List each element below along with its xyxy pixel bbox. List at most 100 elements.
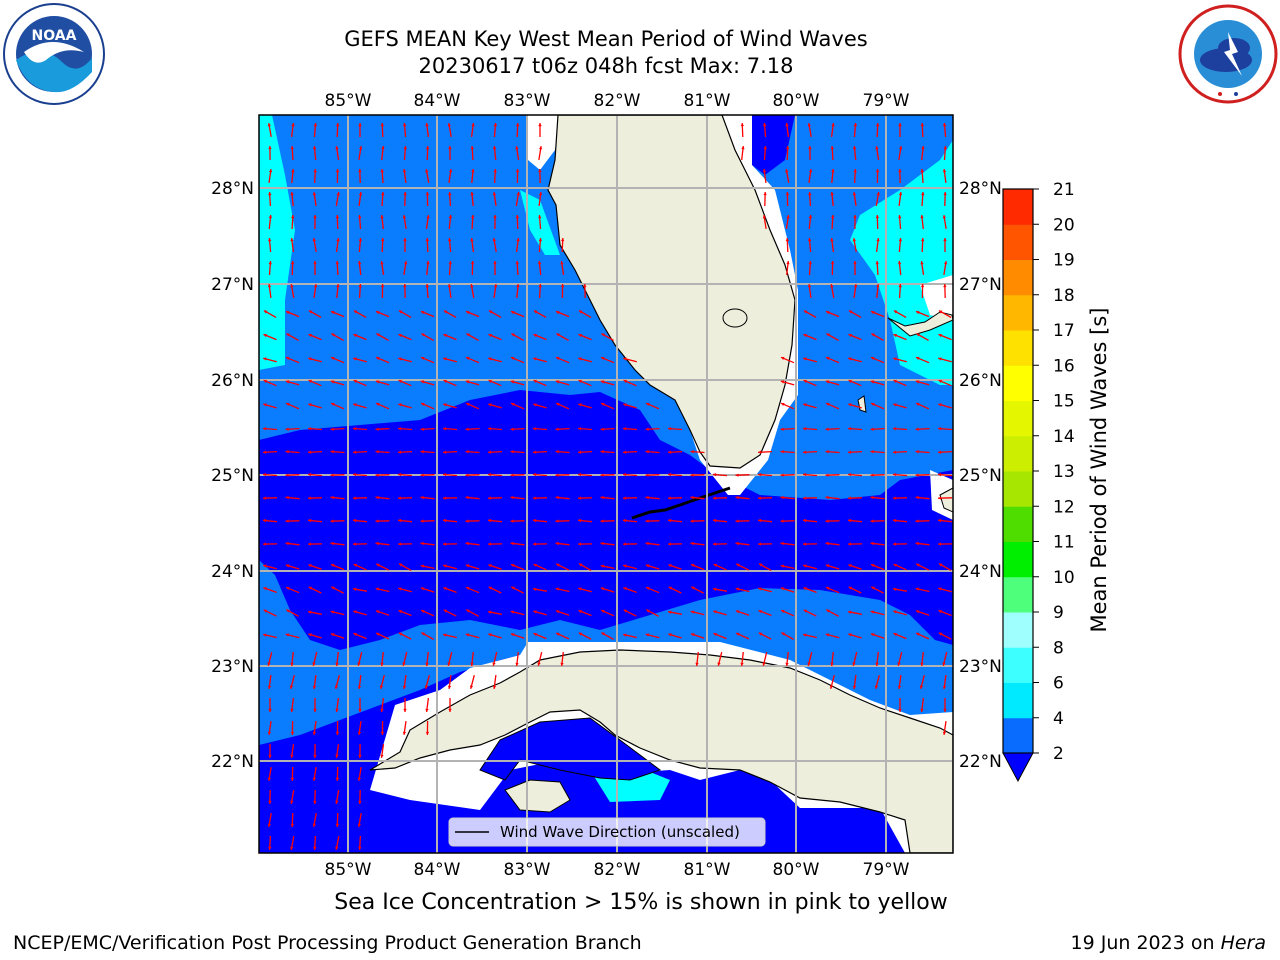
wind-wave-arrowhead <box>762 662 766 666</box>
wind-wave-arrowhead <box>488 427 492 431</box>
wind-wave-arrowhead <box>510 610 515 614</box>
wind-wave-arrowhead <box>263 427 267 431</box>
lat-label: 23°N <box>959 657 1002 677</box>
wind-wave-arrowhead <box>875 215 880 219</box>
wind-wave-arrowhead <box>780 427 784 431</box>
colorbar-tick-label: 2 <box>1053 744 1064 764</box>
wind-wave-arrowhead <box>830 238 834 242</box>
wind-wave-arrowhead <box>376 356 380 360</box>
wind-wave-arrowhead <box>915 473 919 477</box>
footer-credit: NCEP/EMC/Verification Post Processing Pr… <box>13 932 642 954</box>
lon-label: 81°W <box>684 860 731 880</box>
wind-wave-arrowhead <box>763 192 767 196</box>
wind-wave-arrowhead <box>515 261 519 265</box>
wind-wave-arrowhead <box>897 685 902 689</box>
colorbar-tick-label: 4 <box>1053 709 1064 729</box>
colorbar-extend-triangle <box>1002 752 1034 783</box>
wind-wave-arrowhead <box>943 192 947 196</box>
colorbar-tick-label: 15 <box>1053 392 1075 412</box>
wind-wave-arrowhead <box>443 334 447 338</box>
wind-wave-arrowhead <box>780 587 785 591</box>
wind-wave-arrowhead <box>668 586 673 590</box>
wind-wave-arrowhead <box>375 427 379 431</box>
wind-wave-arrowhead <box>736 632 740 636</box>
colorbar-cell <box>1003 400 1033 437</box>
wind-wave-arrowhead <box>870 541 874 546</box>
wind-wave-arrowhead <box>403 708 407 712</box>
wind-wave-arrowhead <box>758 518 762 523</box>
wind-wave-arrowhead <box>402 685 407 689</box>
wind-wave-arrowhead <box>357 777 361 781</box>
wind-wave-arrowhead <box>825 380 830 384</box>
wind-wave-arrowhead <box>493 123 497 127</box>
wind-wave-arrowhead <box>510 473 514 477</box>
wind-wave-arrowhead <box>313 800 317 804</box>
wind-wave-arrowhead <box>780 564 784 568</box>
wind-wave-arrowhead <box>375 380 380 384</box>
wind-wave-arrowhead <box>803 564 807 568</box>
wind-wave-arrowhead <box>645 473 649 477</box>
wind-wave-arrowhead <box>488 334 492 338</box>
wind-wave-arrowhead <box>538 123 542 127</box>
wind-wave-arrowhead <box>561 238 565 242</box>
wind-wave-arrowhead <box>898 284 902 288</box>
wind-wave-arrowhead <box>623 357 627 361</box>
wind-wave-arrowhead <box>870 496 874 500</box>
wind-wave-arrowhead <box>380 284 385 288</box>
wind-wave-arrowhead <box>335 846 339 850</box>
wind-wave-arrowhead <box>448 146 452 150</box>
wind-wave-arrowhead <box>555 587 559 591</box>
wind-wave-arrowhead <box>421 609 425 613</box>
wind-wave-arrowhead <box>601 632 605 636</box>
wind-wave-arrowhead <box>267 823 271 827</box>
wind-wave-arrowhead <box>447 685 452 689</box>
wind-wave-arrowhead <box>803 496 807 500</box>
wind-wave-arrowhead <box>825 541 829 546</box>
wind-wave-arrowhead <box>511 564 515 568</box>
lat-label: 27°N <box>211 275 254 295</box>
wind-wave-arrowhead <box>443 310 448 314</box>
wind-wave-arrowhead <box>268 238 272 242</box>
wind-wave-arrowhead <box>825 450 829 454</box>
wind-wave-arrowhead <box>420 564 424 568</box>
wind-wave-arrowhead <box>848 427 852 431</box>
wind-wave-arrowhead <box>578 334 582 338</box>
map-legend: Wind Wave Direction (unscaled) <box>448 817 766 847</box>
wind-wave-arrowhead <box>938 427 942 431</box>
wind-wave-arrowhead <box>268 169 273 173</box>
wind-wave-arrowhead <box>358 284 362 288</box>
wind-wave-arrowhead <box>380 754 384 758</box>
wind-wave-arrowhead <box>870 427 874 431</box>
wind-wave-arrowhead <box>492 238 496 242</box>
wind-wave-arrowhead <box>285 427 289 431</box>
colorbar-cell <box>1003 259 1033 296</box>
wind-wave-arrowhead <box>898 215 902 219</box>
wind-wave-arrowhead <box>786 261 790 265</box>
wind-wave-arrowhead <box>556 402 560 406</box>
wind-wave-arrowhead <box>938 542 942 546</box>
wind-wave-arrowhead <box>893 563 898 567</box>
wind-wave-arrowhead <box>312 662 316 666</box>
wind-wave-arrowhead <box>803 518 807 523</box>
wind-wave-arrowhead <box>870 450 874 454</box>
wind-wave-arrowhead <box>870 633 875 637</box>
wind-wave-arrowhead <box>516 284 520 288</box>
wind-wave-arrowhead <box>380 215 384 219</box>
wind-wave-arrowhead <box>538 284 542 288</box>
wind-wave-arrowhead <box>560 662 564 666</box>
wind-wave-arrowhead <box>335 823 339 827</box>
wind-wave-arrowhead <box>331 564 335 568</box>
wind-wave-arrowhead <box>420 450 424 454</box>
wind-wave-arrowhead <box>421 402 425 406</box>
wind-wave-arrowhead <box>578 473 582 477</box>
wind-wave-arrowhead <box>893 473 897 477</box>
colorbar-cell <box>1003 435 1033 472</box>
wind-wave-arrowhead <box>353 427 357 431</box>
wind-wave-arrowhead <box>826 586 830 590</box>
wind-wave-arrowhead <box>420 541 424 546</box>
wind-wave-arrowhead <box>829 685 834 689</box>
wind-wave-arrowhead <box>578 357 582 361</box>
wind-wave-arrowhead <box>623 473 627 477</box>
wind-wave-arrowhead <box>875 169 880 173</box>
wind-wave-arrowhead <box>853 261 857 265</box>
